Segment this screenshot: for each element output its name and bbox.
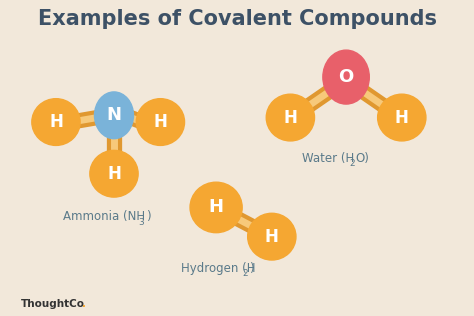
Text: Water (H: Water (H: [302, 151, 354, 165]
Text: ): ): [248, 262, 253, 275]
Text: N: N: [107, 106, 121, 124]
Text: H: H: [154, 113, 167, 131]
Text: ): ): [146, 210, 150, 223]
Text: .: .: [82, 299, 86, 309]
Text: 2: 2: [242, 270, 248, 278]
Text: 2: 2: [349, 159, 355, 168]
Ellipse shape: [94, 92, 134, 139]
Text: O: O: [338, 68, 354, 86]
Text: H: H: [209, 198, 224, 216]
Text: Examples of Covalent Compounds: Examples of Covalent Compounds: [37, 9, 437, 29]
Text: H: H: [395, 109, 409, 126]
Circle shape: [90, 150, 138, 197]
Circle shape: [137, 99, 184, 145]
Text: H: H: [107, 165, 121, 183]
Text: O): O): [356, 151, 369, 165]
Circle shape: [190, 182, 242, 233]
Text: H: H: [265, 228, 279, 246]
Circle shape: [32, 99, 80, 145]
Ellipse shape: [323, 50, 369, 104]
Circle shape: [248, 213, 296, 260]
Text: H: H: [283, 109, 297, 126]
Text: Ammonia (NH: Ammonia (NH: [63, 210, 145, 223]
Text: Hydrogen (H: Hydrogen (H: [181, 262, 256, 275]
Circle shape: [378, 94, 426, 141]
Text: 3: 3: [138, 218, 144, 227]
Text: H: H: [49, 113, 63, 131]
Circle shape: [266, 94, 315, 141]
Text: ThoughtCo: ThoughtCo: [21, 299, 85, 309]
